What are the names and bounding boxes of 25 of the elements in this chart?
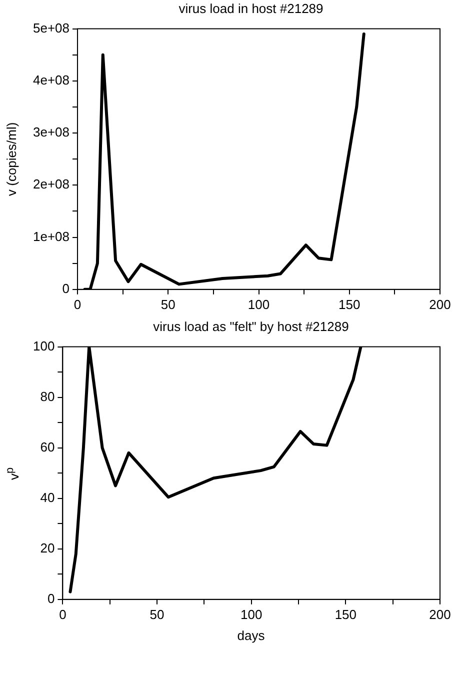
x-tick-label: 0 (74, 296, 82, 312)
y-tick-label: 0 (62, 280, 70, 296)
y-tick-label: 20 (40, 540, 55, 556)
y-tick-label: 0 (47, 590, 55, 606)
y-tick-label: 5e+08 (32, 20, 70, 36)
x-tick-label: 100 (248, 296, 270, 312)
y-tick-label: 80 (40, 388, 55, 404)
x-tick-label: 50 (150, 606, 164, 622)
x-tick-label: 200 (429, 296, 451, 312)
x-axis-title: days (236, 628, 266, 643)
y-tick-label: 1e+08 (32, 228, 70, 244)
x-tick-label: 100 (240, 606, 262, 622)
y-tick-label: 60 (40, 439, 55, 454)
y-tick-label: 100 (32, 338, 55, 354)
y-tick-label: 4e+08 (32, 72, 70, 88)
chart-title: virus load as "felt" by host #21289 (152, 318, 350, 336)
y-tick-label: 2e+08 (32, 176, 70, 192)
x-tick-label: 150 (338, 296, 360, 312)
x-tick-label: 150 (334, 606, 357, 622)
y-tick-label: 3e+08 (32, 124, 70, 140)
y-axis-title: v (copies/ml) (4, 122, 19, 196)
chart-title: virus load in host #21289 (178, 0, 324, 18)
x-tick-label: 200 (429, 606, 451, 622)
y-tick-label: 40 (40, 490, 55, 505)
x-tick-label: 50 (160, 296, 176, 312)
